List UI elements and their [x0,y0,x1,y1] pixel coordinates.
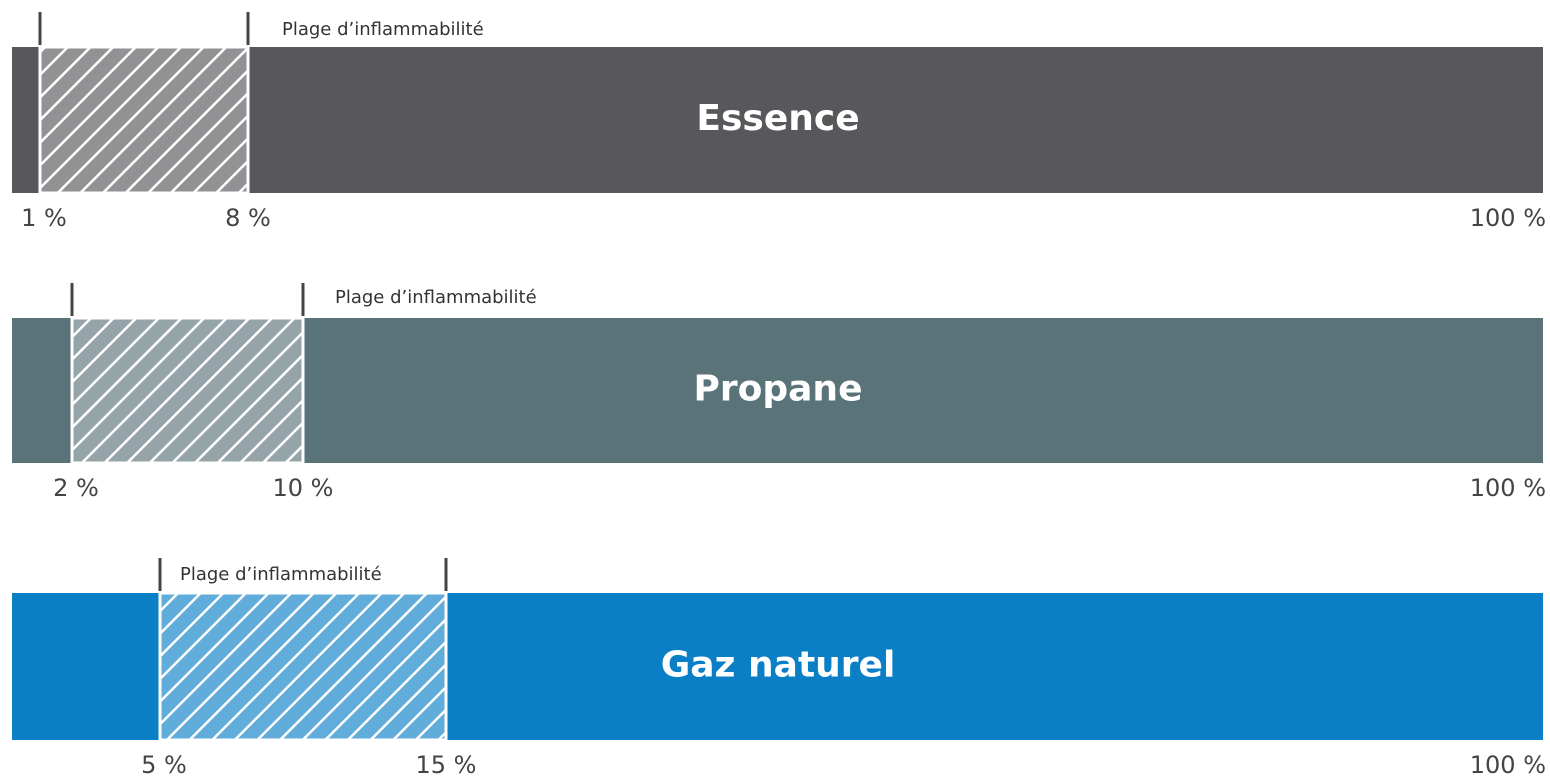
upper-label: 10 % [273,474,334,502]
lower-label: 5 % [141,751,187,779]
max-label: 100 % [1470,474,1546,502]
bar-name: Propane [694,369,863,410]
upper-label: 8 % [225,204,271,232]
range-hatch [38,45,250,195]
max-label: 100 % [1470,204,1546,232]
range-hatch [70,316,305,465]
range-label: Plage d’inflammabilité [282,19,484,40]
max-label: 100 % [1470,751,1546,779]
bar-name: Essence [696,98,859,139]
lower-label: 2 % [53,474,99,502]
bar [12,47,1543,193]
range-hatch [158,591,448,742]
upper-label: 15 % [416,751,477,779]
lower-label: 1 % [21,204,67,232]
range-label: Plage d’inflammabilité [180,564,382,585]
bar-name: Gaz naturel [661,645,896,686]
range-label: Plage d’inflammabilité [335,287,537,308]
